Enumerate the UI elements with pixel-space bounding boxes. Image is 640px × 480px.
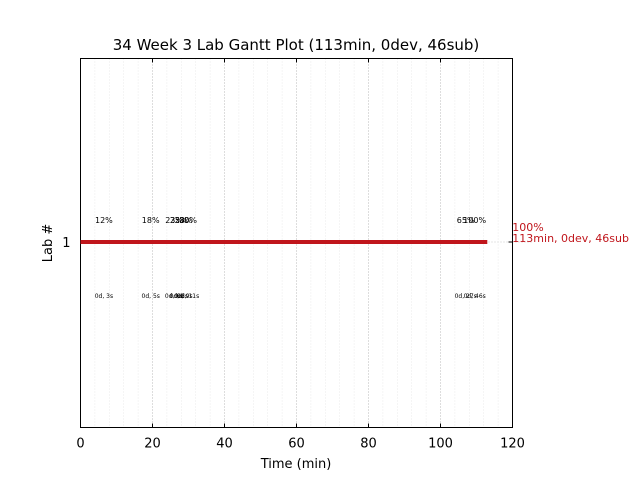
- annotation-detail: 0d, 11s: [177, 293, 199, 300]
- x-tick-label: 20: [144, 437, 161, 452]
- x-axis-label: Time (min): [260, 457, 332, 472]
- x-tick-label: 60: [288, 437, 305, 452]
- x-tick-label: 40: [216, 437, 233, 452]
- annotation-percent: 30%: [179, 216, 197, 225]
- bar-annotations: 12% 0d, 3s 18% 0d, 5s 23% 0d, 6s 25% 0d, 8s 28% 0…: [95, 216, 487, 300]
- y-axis-label: Lab #: [41, 224, 56, 263]
- annotation-percent: 100%: [463, 216, 486, 225]
- x-tick-label: 80: [360, 437, 377, 452]
- x-tick-label: 120: [500, 437, 525, 452]
- chart-title: 34 Week 3 Lab Gantt Plot (113min, 0dev, …: [113, 36, 480, 54]
- annotation-percent: 65%: [457, 216, 475, 225]
- x-tick-label: 0: [76, 437, 84, 452]
- annotation-percent: 23%: [165, 216, 183, 225]
- annotation-detail: 0d, 27s: [455, 293, 477, 300]
- annotation-detail: 0d, 6s: [165, 293, 183, 300]
- x-tick-label: 100: [428, 437, 453, 452]
- annotation-detail: 0d, 9s: [174, 293, 192, 300]
- annotation-percent: 28%: [175, 216, 193, 225]
- bar-end-percent: 100%: [512, 221, 543, 234]
- annotation-detail: 0d, 3s: [95, 293, 113, 300]
- annotation-detail: 0d, 5s: [142, 293, 160, 300]
- annotation-detail: 0d, 8s: [170, 293, 188, 300]
- annotation-percent: 25%: [170, 216, 188, 225]
- gantt-bars: 100%113min, 0dev, 46sub: [80, 221, 629, 245]
- y-tick-label: 1: [62, 236, 70, 251]
- annotation-percent: 18%: [142, 216, 160, 225]
- annotation-percent: 12%: [95, 216, 113, 225]
- annotation-detail: 0d, 46s: [464, 293, 486, 300]
- x-axis-ticks: 0 20 40 60 80 100 120: [76, 58, 525, 452]
- bar-end-detail: 113min, 0dev, 46sub: [512, 232, 629, 245]
